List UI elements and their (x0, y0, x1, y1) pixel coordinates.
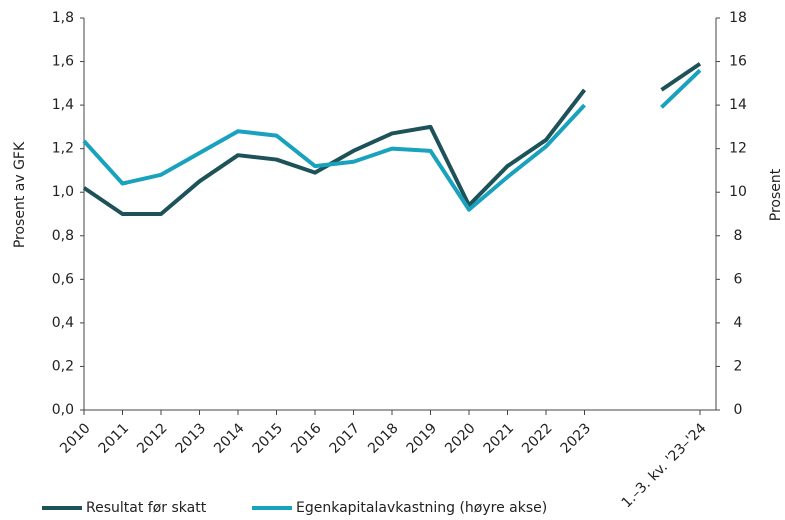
line-series (660, 68, 702, 109)
y2-tick-label: 2 (734, 358, 743, 374)
y-tick-label: 0,0 (52, 402, 74, 418)
y2-tick-label: 8 (734, 228, 743, 244)
y-tick-label: 1,6 (52, 54, 74, 70)
y-tick-label: 0,2 (52, 358, 74, 374)
y2-tick-label: 6 (734, 271, 743, 287)
y2-tick-label: 4 (734, 315, 743, 331)
x-tick-label: 2022 (519, 420, 556, 457)
x-tick-label: 2018 (365, 420, 402, 457)
x-tick-label: 2020 (442, 420, 479, 457)
x-tick-label: 2010 (57, 420, 94, 457)
x-tick-label: 2016 (288, 420, 325, 457)
y2-tick-label: 16 (729, 54, 747, 70)
x-tick-label: 2023 (558, 420, 595, 457)
x-tick-label: 2017 (327, 420, 364, 457)
y-tick-label: 0,8 (52, 228, 74, 244)
y-tick-label: 1,2 (52, 141, 74, 157)
x-tick-label: 2013 (173, 420, 210, 457)
legend-label: Resultat før skatt (86, 500, 207, 516)
legend-label: Egenkapitalavkastning (høyre akse) (296, 500, 547, 516)
y2-tick-label: 12 (729, 141, 747, 157)
line-series (82, 88, 587, 216)
y-axis-title: Prosent av GFK (12, 141, 28, 248)
y-tick-label: 1,8 (52, 10, 74, 26)
line-series (82, 103, 586, 212)
x-tick-label: 2011 (96, 420, 133, 457)
y2-axis-title: Prosent (768, 168, 784, 221)
y2-tick-label: 18 (729, 10, 747, 26)
y-tick-label: 0,4 (52, 315, 74, 331)
x-tick-label: 2021 (481, 420, 518, 457)
y-tick-label: 0,6 (52, 271, 74, 287)
y2-tick-label: 0 (734, 402, 743, 418)
x-tick-label: 2012 (134, 420, 171, 457)
x-tick-label: 2019 (404, 420, 441, 457)
x-tick-label: 1.–3. kv. '23–'24 (619, 420, 710, 511)
y-tick-label: 1,4 (52, 97, 74, 113)
line-series (660, 62, 702, 92)
y-tick-label: 1,0 (52, 184, 74, 200)
y2-tick-label: 14 (729, 97, 747, 113)
y2-tick-label: 10 (729, 184, 747, 200)
x-tick-label: 2015 (250, 420, 287, 457)
x-tick-label: 2014 (211, 420, 248, 457)
